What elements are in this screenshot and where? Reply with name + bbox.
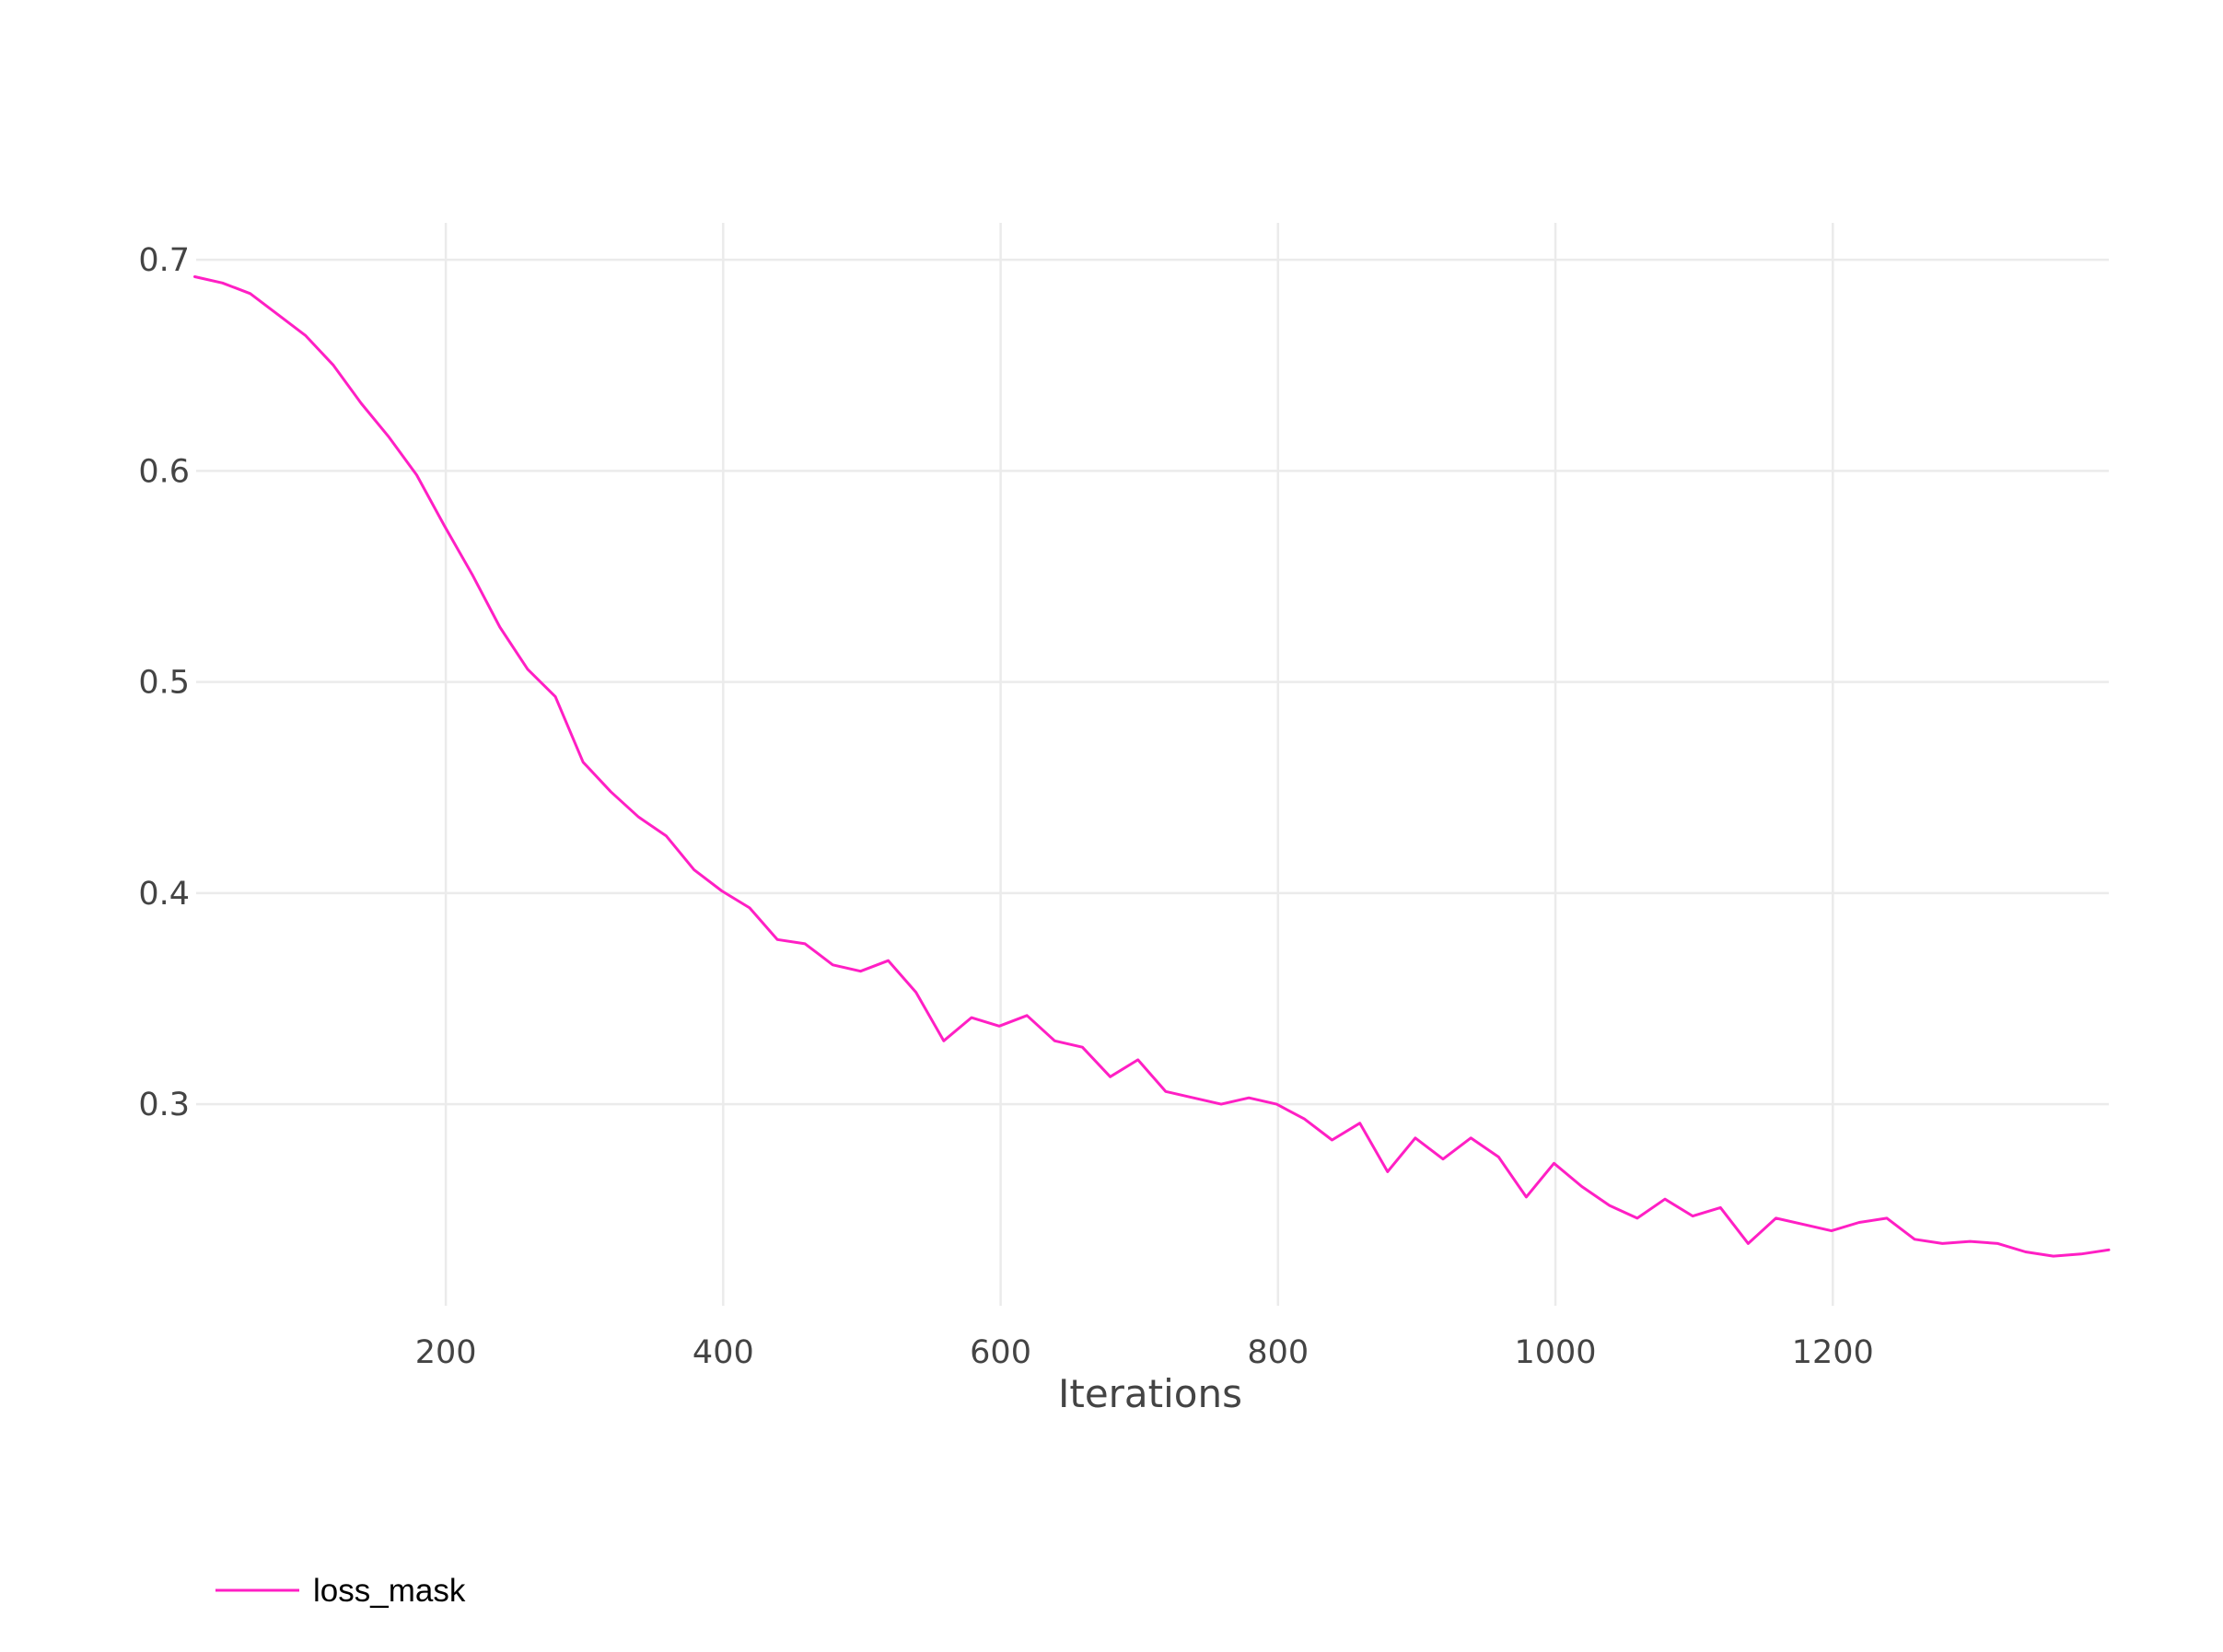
legend[interactable]: loss_mask (215, 1573, 466, 1609)
x-tick-label: 1200 (1792, 1334, 1874, 1371)
series-line-loss_mask (193, 275, 2111, 1258)
legend-item[interactable]: loss_mask (215, 1573, 466, 1609)
y-tick-label: 0.5 (138, 665, 190, 702)
x-tick-label: 400 (693, 1334, 754, 1371)
y-tick-label: 0.7 (138, 242, 190, 279)
y-tick-label: 0.4 (138, 876, 190, 913)
x-tick-label: 200 (415, 1334, 477, 1371)
y-tick-label: 0.3 (138, 1087, 190, 1123)
gridlines (196, 223, 2109, 1306)
y-axis-tick-labels: 0.3 0.4 0.5 0.6 0.7 (138, 242, 190, 1123)
series-lines (193, 275, 2111, 1258)
x-tick-label: 800 (1247, 1334, 1309, 1371)
x-tick-label: 600 (970, 1334, 1031, 1371)
legend-label: loss_mask (313, 1573, 466, 1609)
x-tick-label: 1000 (1515, 1334, 1597, 1371)
x-axis-tick-labels: 200 400 600 800 1000 1200 (415, 1334, 1874, 1371)
y-tick-label: 0.6 (138, 453, 190, 490)
x-axis-title: Iterations (1058, 1371, 1242, 1416)
